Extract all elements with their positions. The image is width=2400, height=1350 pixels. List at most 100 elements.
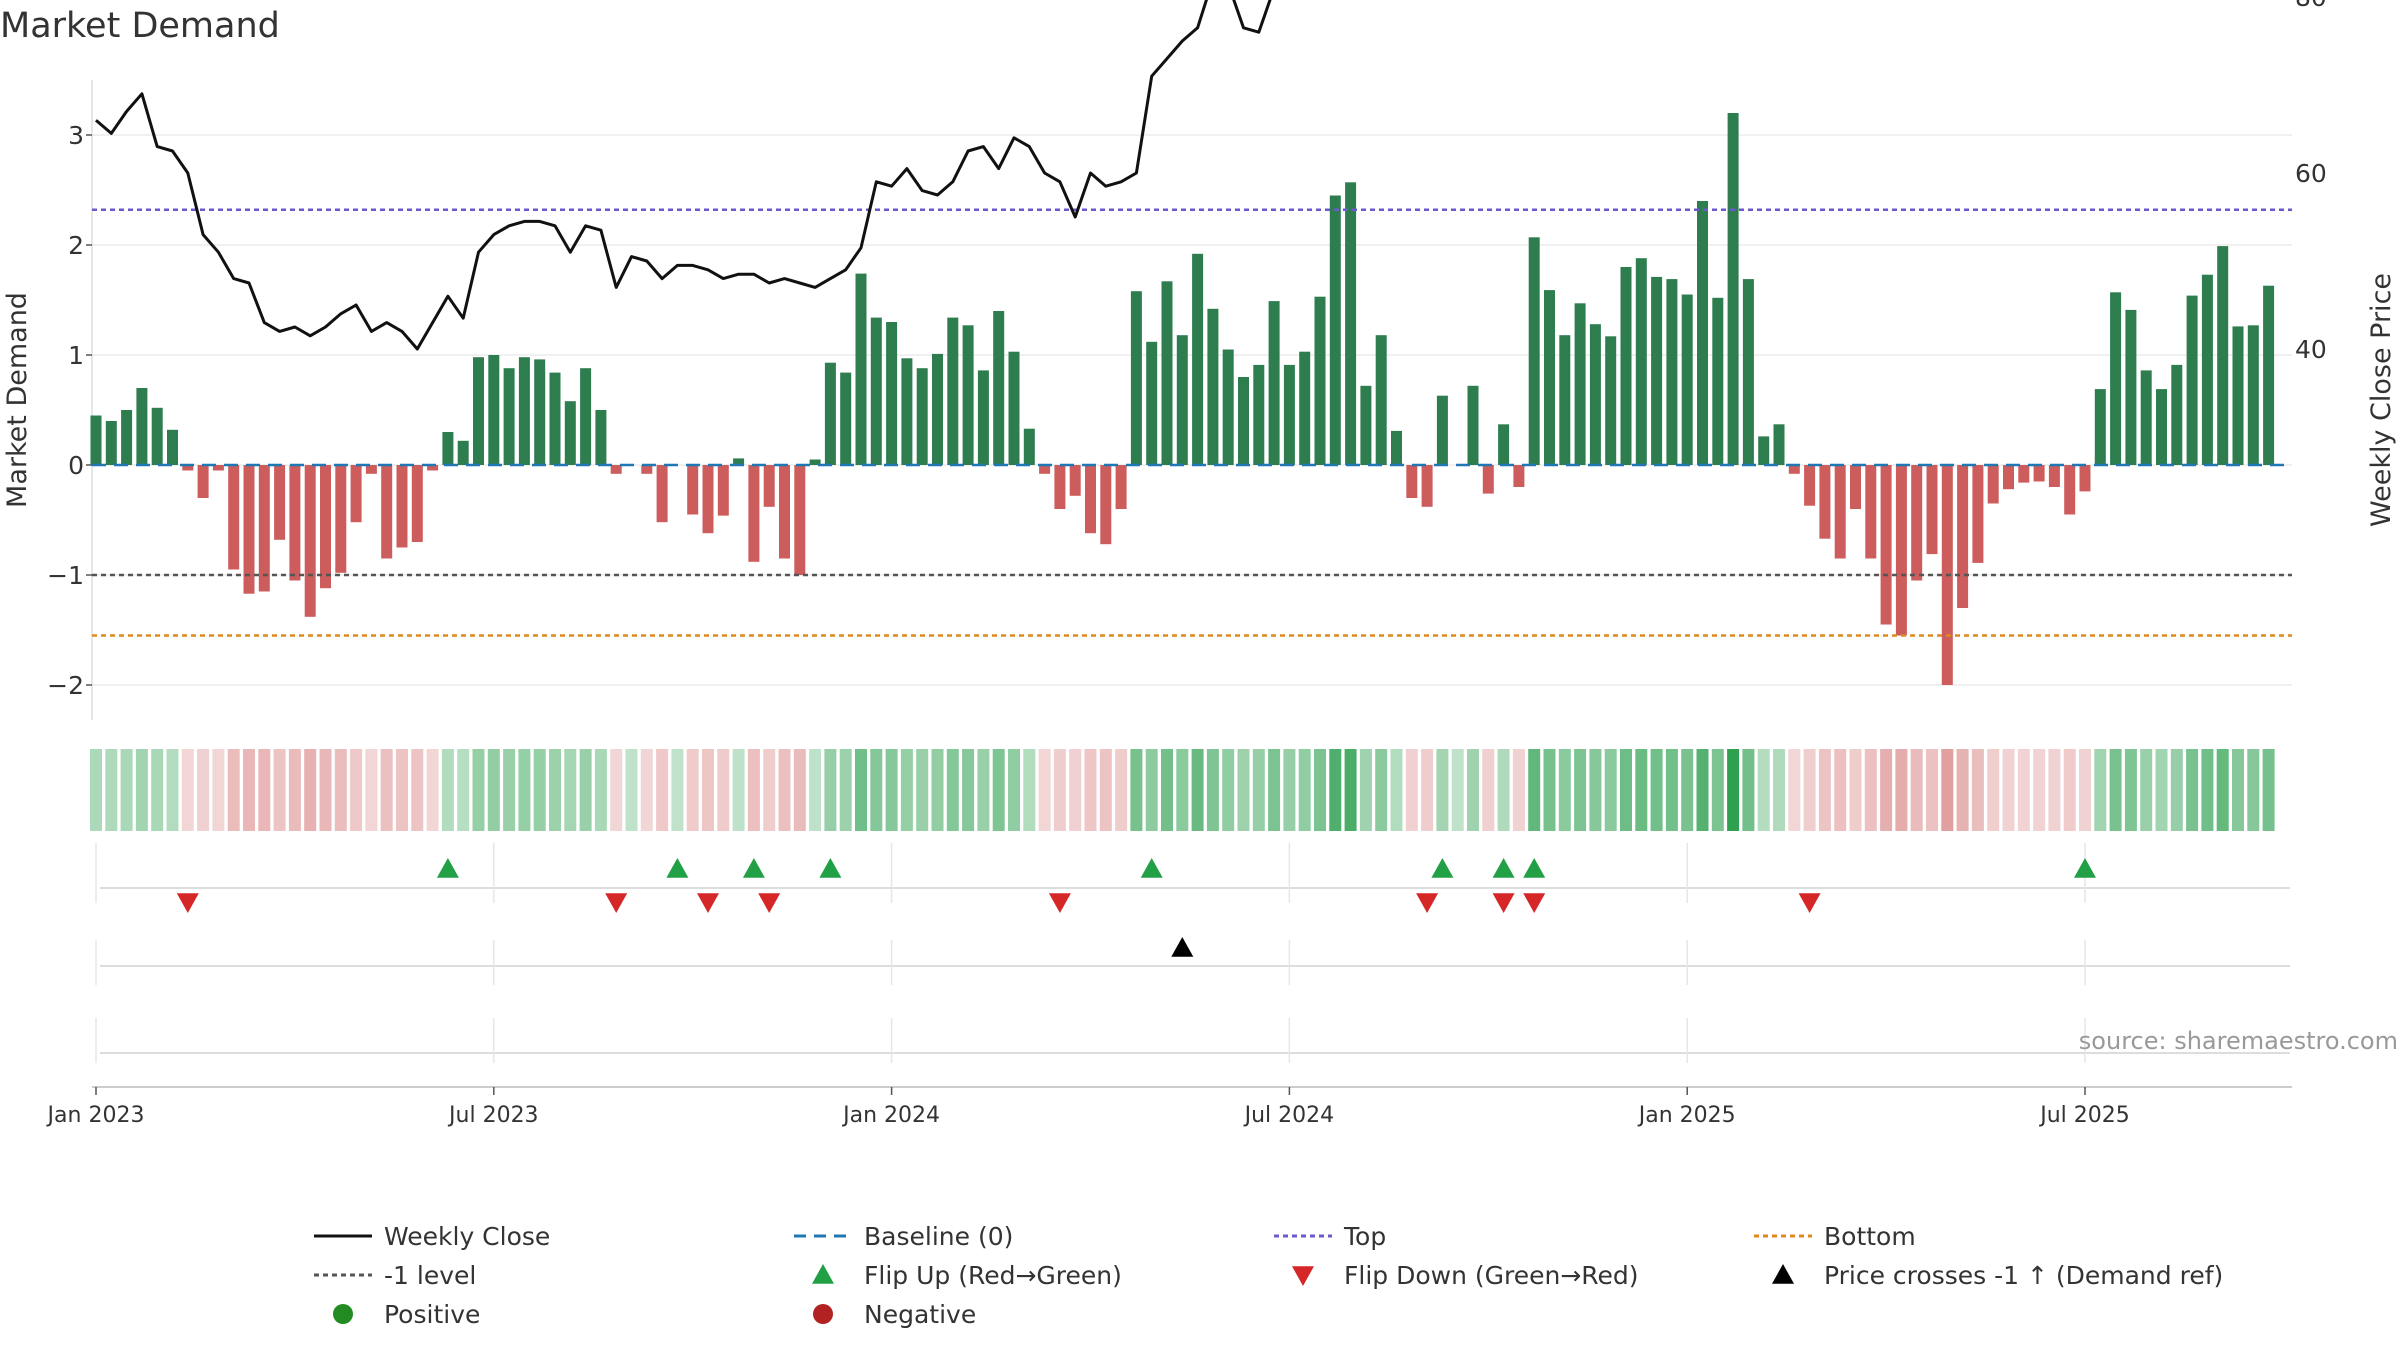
demand-heat-cell — [90, 749, 102, 831]
positive-demand-bar — [121, 410, 133, 465]
positive-demand-bar — [2217, 246, 2229, 465]
demand-heat-cell — [1237, 749, 1250, 831]
positive-demand-bar — [1544, 290, 1555, 465]
positive-demand-bar — [1161, 281, 1173, 465]
positive-demand-bar — [2232, 326, 2244, 465]
positive-demand-bar — [442, 432, 454, 465]
demand-heat-cell — [288, 749, 301, 831]
demand-heat-cell — [1451, 749, 1464, 831]
positive-demand-bar — [167, 429, 178, 465]
y2-axis-label: Weekly Close Price — [2366, 273, 2397, 527]
demand-heat-cell — [1589, 749, 1602, 831]
flip-down-marker — [1492, 893, 1515, 913]
flip-down-marker — [697, 893, 719, 913]
demand-heat-cell — [1069, 749, 1082, 831]
demand-heat-cell — [227, 749, 240, 831]
demand-heat-cell — [702, 749, 714, 831]
negative-demand-bar — [1069, 465, 1081, 496]
positive-demand-bar — [1773, 424, 1785, 465]
negative-demand-bar — [1804, 465, 1816, 506]
positive-demand-bar — [580, 368, 592, 465]
demand-heat-cell — [411, 749, 424, 831]
negative-demand-bar — [763, 465, 775, 507]
positive-demand-bar — [2201, 274, 2213, 465]
demand-heat-cell — [594, 749, 607, 831]
demand-heat-cell — [778, 749, 791, 831]
positive-demand-bar — [1666, 279, 1678, 465]
demand-heat-cell — [166, 749, 179, 831]
legend-label: Negative — [864, 1300, 976, 1329]
demand-heat-cell — [365, 749, 378, 831]
demand-heat-cell — [1681, 749, 1694, 831]
positive-demand-bar — [962, 325, 974, 465]
positive-demand-bar — [151, 407, 163, 465]
positive-demand-bar — [1589, 324, 1601, 465]
positive-demand-bar — [809, 459, 821, 465]
positive-demand-bar — [1130, 291, 1142, 465]
positive-demand-bar — [1176, 335, 1188, 465]
positive-demand-bar — [2156, 389, 2167, 465]
demand-heat-cell — [533, 749, 546, 831]
positive-demand-bar — [1253, 364, 1265, 465]
positive-demand-bar — [136, 388, 148, 465]
demand-heat-cell — [1818, 749, 1831, 831]
positive-demand-bar — [1268, 301, 1280, 465]
positive-demand-bar — [977, 370, 989, 465]
demand-heat-cell — [1008, 749, 1020, 831]
demand-heat-cell — [992, 749, 1005, 831]
x-tick-label: Jul 2025 — [2038, 1103, 2130, 1128]
positive-demand-bar — [473, 357, 484, 465]
demand-heat-cell — [1926, 749, 1938, 831]
legend-label: Positive — [384, 1300, 480, 1329]
legend-marker-swatch — [1772, 1264, 1794, 1284]
positive-demand-bar — [105, 421, 117, 465]
demand-heat-cell — [931, 749, 944, 831]
positive-demand-bar — [1635, 258, 1647, 465]
negative-demand-bar — [1100, 465, 1112, 545]
demand-heat-cell — [1635, 749, 1648, 831]
demand-heat-cell — [1620, 749, 1632, 831]
legend-label: Price crosses -1 ↑ (Demand ref) — [1824, 1261, 2223, 1290]
demand-heat-cell — [809, 749, 822, 831]
demand-heat-cell — [1099, 749, 1112, 831]
negative-demand-bar — [1834, 465, 1846, 559]
demand-heat-cell — [1910, 749, 1923, 831]
negative-demand-bar — [2048, 465, 2060, 487]
demand-heat-cell — [1665, 749, 1678, 831]
negative-demand-bar — [2064, 465, 2076, 515]
positive-demand-bar — [2171, 364, 2183, 465]
positive-demand-bar — [2094, 389, 2106, 465]
demand-heat-cell — [1405, 749, 1418, 831]
flip-up-marker — [1140, 858, 1163, 878]
demand-heat-cell — [1130, 749, 1143, 831]
y-tick-label: 3 — [68, 121, 84, 150]
y-tick-label: −2 — [47, 671, 84, 700]
demand-heat-cell — [1222, 749, 1235, 831]
positive-demand-bar — [824, 362, 836, 465]
demand-heat-cell — [1497, 749, 1510, 831]
flip-up-marker — [666, 858, 689, 878]
negative-demand-bar — [365, 465, 377, 474]
demand-heat-cell — [258, 749, 271, 831]
negative-demand-bar — [320, 465, 331, 589]
demand-heat-cell — [426, 749, 439, 831]
legend-item: Price crosses -1 ↑ (Demand ref) — [1772, 1261, 2223, 1290]
positive-demand-bar — [595, 410, 607, 465]
demand-heat-cell — [2048, 749, 2061, 831]
demand-heat-cell — [1298, 749, 1311, 831]
demand-heat-cell — [1329, 749, 1342, 831]
demand-heat-cell — [839, 749, 852, 831]
demand-heat-cell — [2140, 749, 2153, 831]
positive-demand-bar — [1329, 195, 1341, 465]
positive-demand-bar — [2110, 292, 2122, 465]
demand-heat-cell — [2109, 749, 2122, 831]
legend-item: Flip Up (Red→Green) — [812, 1261, 1122, 1290]
positive-demand-bar — [1360, 385, 1372, 465]
demand-heat-cell — [2002, 749, 2015, 831]
demand-heat-cell — [1115, 749, 1128, 831]
demand-heat-cell — [1880, 749, 1893, 831]
negative-demand-bar — [702, 465, 714, 534]
flip-up-marker — [1523, 858, 1546, 878]
positive-demand-bar — [1238, 377, 1249, 465]
negative-demand-bar — [1085, 465, 1096, 534]
